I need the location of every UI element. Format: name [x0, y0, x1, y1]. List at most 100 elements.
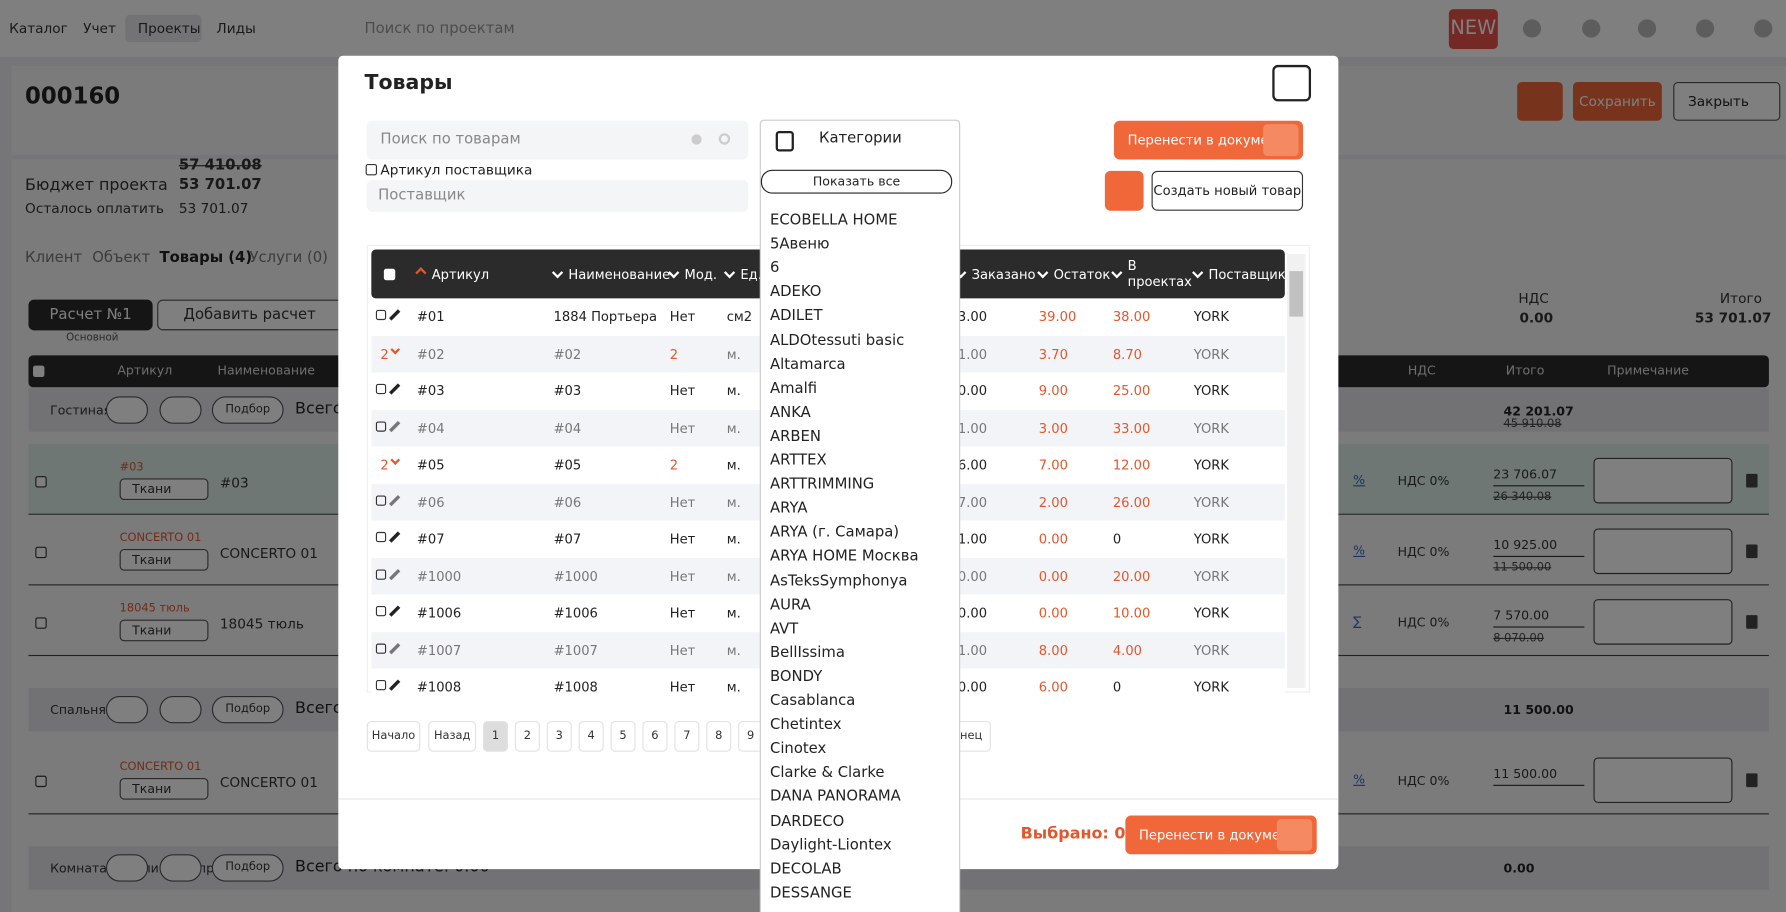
category-item[interactable]: ANKA — [769, 404, 811, 422]
page-button[interactable]: 8 — [706, 721, 732, 752]
category-item[interactable]: Cinotex — [769, 740, 827, 758]
page-button[interactable]: 7 — [674, 721, 700, 752]
modal-close[interactable] — [1272, 64, 1312, 102]
category-item[interactable]: ECOBELLA HOME — [769, 211, 898, 229]
name: #1007 — [553, 641, 598, 658]
unit: м. — [726, 456, 741, 473]
ordered: 0.00 — [957, 604, 988, 621]
ordered: 1.00 — [957, 419, 988, 436]
in-projects: 38.00 — [1112, 308, 1151, 325]
category-item[interactable]: BellIssima — [769, 644, 845, 662]
category-item[interactable]: Amalfi — [769, 380, 818, 398]
category-item[interactable]: Clarke & Clarke — [769, 764, 885, 782]
ordered: 3.00 — [957, 308, 988, 325]
category-item[interactable]: Casablanca — [769, 692, 856, 710]
stock: 3.70 — [1038, 345, 1068, 362]
page-button[interactable]: Назад — [428, 721, 477, 752]
ordered: 1.00 — [957, 345, 988, 362]
gear-button[interactable] — [1104, 170, 1144, 211]
page-button[interactable]: 4 — [578, 721, 604, 752]
page-button[interactable]: Начало — [366, 721, 421, 752]
checkbox — [375, 420, 387, 432]
mod: 2 — [669, 345, 679, 362]
supplier-select[interactable]: Поставщик — [366, 179, 749, 212]
page-button[interactable]: 2 — [514, 721, 540, 752]
search-input[interactable]: Поиск по товарам — [366, 120, 749, 160]
in-projects: 10.00 — [1112, 604, 1151, 621]
category-item[interactable]: Chetintex — [769, 716, 842, 734]
category-item[interactable]: Altamarca — [769, 356, 846, 374]
mod: Нет — [669, 641, 696, 658]
category-item[interactable]: DANA PANORAMA — [769, 788, 901, 806]
checkbox — [375, 642, 387, 654]
column-header[interactable]: Заказано — [971, 266, 1036, 283]
column-header[interactable]: Остаток — [1053, 266, 1111, 283]
category-item[interactable]: ARTTEX — [769, 452, 827, 470]
supplier: YORK — [1193, 419, 1229, 436]
category-item[interactable]: ADEKO — [769, 283, 822, 302]
column-header[interactable]: Поставщик — [1208, 266, 1286, 283]
clear-icon[interactable] — [691, 134, 702, 145]
supplier: YORK — [1193, 678, 1229, 693]
category-item[interactable]: BONDY — [769, 668, 823, 686]
category-item[interactable]: ARYA — [769, 500, 808, 518]
plus-box[interactable] — [1276, 818, 1313, 851]
category-item[interactable]: DECOLAB — [769, 860, 842, 878]
category-item[interactable]: AVT — [769, 620, 799, 638]
checkbox[interactable] — [365, 164, 378, 176]
category-item[interactable]: Daylight-Liontex — [769, 836, 892, 854]
pin-icon — [389, 568, 401, 580]
category-item[interactable]: 5Авеню — [769, 235, 830, 253]
category-item[interactable]: AURA — [769, 596, 811, 614]
stock: 0.00 — [1038, 530, 1068, 547]
article: #04 — [416, 419, 445, 436]
page-button[interactable]: 9 — [738, 721, 764, 752]
column-header[interactable]: В проектах — [1127, 257, 1192, 290]
column-header[interactable]: Наименование — [568, 266, 671, 283]
column-header[interactable]: Мод. — [684, 266, 718, 283]
supplier: YORK — [1193, 493, 1229, 510]
pin-icon — [389, 383, 401, 395]
category-item[interactable]: DARDECO — [769, 812, 845, 830]
name: #1008 — [553, 678, 598, 693]
column-header[interactable]: Артикул — [431, 266, 490, 283]
category-item[interactable]: ADILET — [769, 307, 823, 326]
stock: 8.00 — [1038, 641, 1068, 658]
name: #07 — [553, 530, 582, 547]
search-icon[interactable] — [718, 133, 731, 145]
page-button[interactable]: 3 — [546, 721, 572, 752]
category-item[interactable]: DESSANGE — [769, 884, 852, 902]
article: #1007 — [416, 641, 462, 658]
ordered: 1.00 — [957, 530, 988, 547]
supplier: YORK — [1193, 641, 1229, 658]
category-item[interactable]: ARYA (г. Самара) — [769, 524, 900, 542]
name: #03 — [553, 382, 582, 399]
pin-icon — [389, 531, 401, 543]
plus-box[interactable] — [1263, 124, 1299, 157]
scroll-thumb — [1289, 271, 1304, 317]
category-item[interactable]: ARYA HOME Москва — [769, 548, 919, 566]
show-all-button[interactable]: Показать все — [760, 169, 953, 194]
category-item[interactable]: AsTeksSymphonya — [769, 572, 908, 590]
page-button[interactable]: 5 — [610, 721, 636, 752]
category-item[interactable]: ALDOtessuti basic — [769, 332, 905, 350]
checkbox[interactable] — [383, 268, 396, 281]
create-button[interactable]: Создать новый товар — [1151, 170, 1304, 211]
unit: м. — [726, 419, 741, 436]
page-button[interactable]: 6 — [642, 721, 668, 752]
category-item[interactable]: ARBEN — [769, 428, 822, 446]
category-item[interactable]: ARTTRIMMING — [769, 476, 875, 494]
article: #02 — [416, 345, 445, 362]
page-button[interactable]: 1 — [482, 721, 509, 752]
supplier: YORK — [1193, 530, 1229, 547]
article: #05 — [416, 456, 445, 473]
checkbox — [375, 605, 387, 617]
category-item[interactable]: 6 — [769, 259, 780, 277]
pin-icon — [389, 309, 401, 321]
mod: Нет — [669, 567, 696, 584]
unit: м. — [726, 567, 741, 584]
in-projects: 12.00 — [1112, 456, 1151, 473]
stock: 9.00 — [1038, 382, 1068, 399]
article: #1000 — [416, 567, 462, 584]
name: #1006 — [553, 604, 598, 621]
